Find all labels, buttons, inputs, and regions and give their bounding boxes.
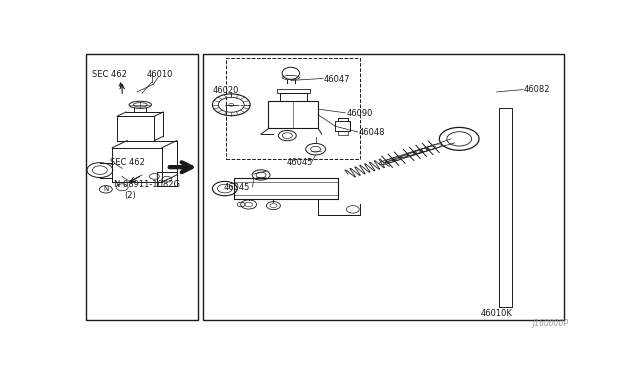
Bar [86, 54, 198, 320]
Text: 46010K: 46010K [481, 309, 513, 318]
Text: SEC 462: SEC 462 [92, 70, 127, 79]
Text: SEC 462: SEC 462 [110, 158, 145, 167]
Bar [227, 58, 360, 159]
Text: N 08911-1082G: N 08911-1082G [114, 180, 180, 189]
Bar [335, 121, 350, 131]
Text: (2): (2) [125, 191, 136, 200]
Bar [280, 93, 307, 101]
Text: 46045: 46045 [287, 158, 313, 167]
Bar [269, 101, 318, 128]
Text: 46048: 46048 [359, 128, 385, 137]
Bar [202, 54, 564, 320]
Bar [338, 131, 348, 135]
Bar [276, 89, 310, 93]
Text: 46010: 46010 [147, 70, 173, 79]
Text: 46020: 46020 [213, 86, 239, 95]
Bar [499, 108, 511, 307]
Text: 46090: 46090 [346, 109, 372, 118]
Text: J160000P: J160000P [532, 319, 568, 328]
Text: 46045: 46045 [224, 183, 250, 192]
Text: 46047: 46047 [324, 74, 351, 83]
Text: N: N [103, 186, 108, 192]
Text: 46082: 46082 [524, 85, 550, 94]
